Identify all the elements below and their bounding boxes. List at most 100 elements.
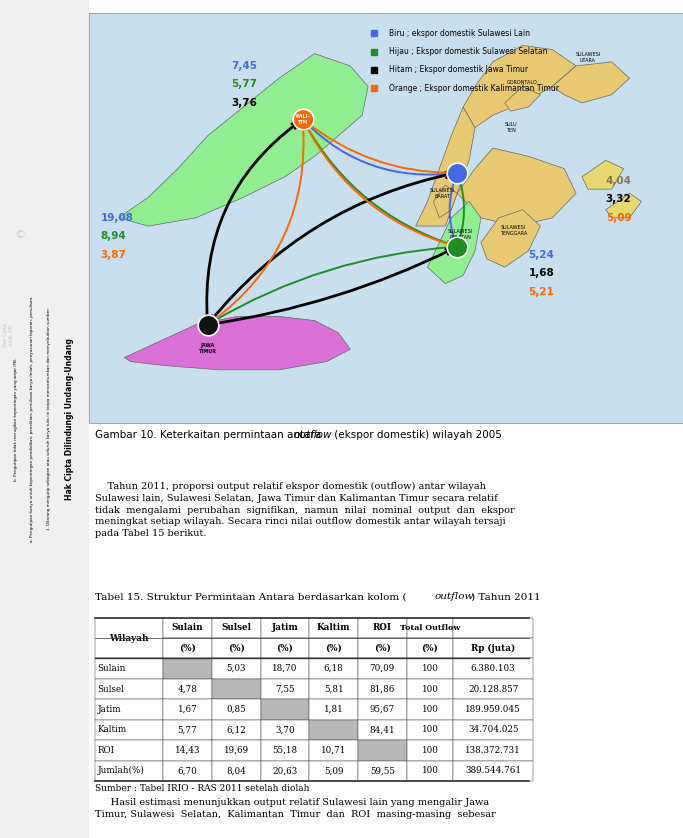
Text: outflow: outflow: [434, 592, 474, 602]
Bar: [260, 761, 309, 781]
Polygon shape: [457, 148, 576, 226]
Text: 81,86: 81,86: [370, 685, 395, 694]
Text: 3,32: 3,32: [606, 194, 632, 204]
Bar: [163, 740, 212, 761]
Text: Hijau ; Ekspor domestik Sulawesi Selatan: Hijau ; Ekspor domestik Sulawesi Selatan: [389, 47, 547, 56]
Bar: [406, 679, 453, 699]
Text: 0,85: 0,85: [226, 705, 246, 714]
Text: SULAWESI
UTARA: SULAWESI UTARA: [575, 52, 600, 63]
Text: 1,68: 1,68: [529, 268, 555, 278]
Text: 100: 100: [421, 746, 438, 755]
Text: Kaltim: Kaltim: [98, 726, 127, 734]
Text: b. Pengutipan tidak merugikan kepentingan yang wajar IPB.: b. Pengutipan tidak merugikan kepentinga…: [14, 358, 18, 480]
Text: Sulsel: Sulsel: [221, 623, 251, 633]
Bar: [260, 618, 309, 638]
Bar: [95, 699, 163, 720]
Bar: [212, 638, 260, 659]
Bar: [212, 679, 260, 699]
Bar: [163, 720, 212, 740]
Bar: [358, 740, 406, 761]
Bar: [95, 720, 163, 740]
Text: 8,04: 8,04: [226, 766, 246, 775]
Point: [202, 318, 213, 331]
Bar: [406, 638, 453, 659]
Bar: [260, 679, 309, 699]
Bar: [453, 679, 533, 699]
Text: 10,71: 10,71: [321, 746, 346, 755]
Text: ) Tahun 2011: ) Tahun 2011: [471, 592, 541, 602]
Text: Kaltim: Kaltim: [317, 623, 350, 633]
Text: Sulain: Sulain: [98, 665, 126, 673]
Polygon shape: [505, 86, 540, 111]
Text: 100: 100: [421, 766, 438, 775]
Text: SULAWESI
SELATAN: SULAWESI SELATAN: [447, 229, 473, 240]
Text: 3,76: 3,76: [232, 98, 257, 108]
Bar: [163, 699, 212, 720]
Text: (%): (%): [227, 644, 245, 653]
Text: 5,09: 5,09: [324, 766, 344, 775]
Bar: [358, 618, 406, 638]
Text: 55,18: 55,18: [273, 746, 297, 755]
Text: 6,70: 6,70: [178, 766, 197, 775]
Text: 1,81: 1,81: [324, 705, 344, 714]
Text: 6.380.103: 6.380.103: [471, 665, 516, 673]
Bar: [163, 638, 212, 659]
Text: 189.959.045: 189.959.045: [465, 705, 521, 714]
Text: Gambar 10. Keterkaitan permintaan antara: Gambar 10. Keterkaitan permintaan antara: [95, 430, 324, 440]
Polygon shape: [463, 45, 576, 127]
Text: Hasil estimasi menunjukkan output relatif Sulawesi lain yang mengalir Jawa
Timur: Hasil estimasi menunjukkan output relati…: [95, 798, 495, 819]
Bar: [358, 638, 406, 659]
Text: 7,55: 7,55: [275, 685, 294, 694]
Bar: [163, 618, 212, 638]
Bar: [95, 618, 163, 659]
Bar: [212, 740, 260, 761]
Bar: [163, 659, 212, 679]
Bar: [260, 659, 309, 679]
Text: Wilayah: Wilayah: [109, 634, 149, 643]
Text: SULAWESI
TENGGARA: SULAWESI TENGGARA: [500, 225, 527, 235]
Bar: [453, 740, 533, 761]
Text: Hak Cipta
milik IPB: Hak Cipta milik IPB: [3, 323, 14, 347]
Text: 8,94: 8,94: [100, 231, 126, 241]
Text: 1. Dilarang mengutip sebagian atau seluruh karya tulis ini tanpa mencantumkan da: 1. Dilarang mengutip sebagian atau selur…: [47, 308, 51, 530]
Text: GORONTALO: GORONTALO: [507, 80, 538, 85]
Text: Jatim: Jatim: [98, 705, 122, 714]
Text: 20.128.857: 20.128.857: [468, 685, 518, 694]
Text: Jatim: Jatim: [272, 623, 298, 633]
Bar: [95, 679, 163, 699]
Bar: [358, 761, 406, 781]
Text: 3,70: 3,70: [275, 726, 294, 734]
Bar: [163, 679, 212, 699]
Bar: [406, 659, 453, 679]
Text: (%): (%): [374, 644, 391, 653]
Text: (ekspor domestik) wilayah 2005: (ekspor domestik) wilayah 2005: [331, 430, 502, 440]
Bar: [212, 699, 260, 720]
Polygon shape: [119, 54, 368, 226]
Bar: [260, 720, 309, 740]
Text: Sulain: Sulain: [171, 623, 204, 633]
Polygon shape: [434, 185, 457, 218]
Text: (%): (%): [277, 644, 293, 653]
Bar: [358, 659, 406, 679]
Polygon shape: [606, 194, 641, 218]
Text: Jumlah(%): Jumlah(%): [98, 766, 145, 775]
Bar: [358, 679, 406, 699]
Text: 5,24: 5,24: [529, 250, 555, 260]
Bar: [212, 720, 260, 740]
Bar: [309, 618, 358, 638]
Bar: [358, 699, 406, 720]
Text: 7,45: 7,45: [232, 61, 257, 71]
Point: [451, 240, 462, 253]
Bar: [309, 638, 358, 659]
Text: 5,77: 5,77: [232, 80, 257, 90]
Text: 19,69: 19,69: [223, 746, 249, 755]
Text: Orange ; Ekspor domestik Kalimantan Timur: Orange ; Ekspor domestik Kalimantan Timu…: [389, 84, 559, 93]
Text: outflow: outflow: [294, 430, 333, 440]
Text: 1,67: 1,67: [178, 705, 197, 714]
Bar: [453, 618, 533, 638]
Text: 84,41: 84,41: [370, 726, 395, 734]
Text: 389.544.761: 389.544.761: [465, 766, 521, 775]
Text: 4,04: 4,04: [606, 176, 632, 186]
Polygon shape: [428, 201, 481, 283]
Text: 100: 100: [421, 685, 438, 694]
